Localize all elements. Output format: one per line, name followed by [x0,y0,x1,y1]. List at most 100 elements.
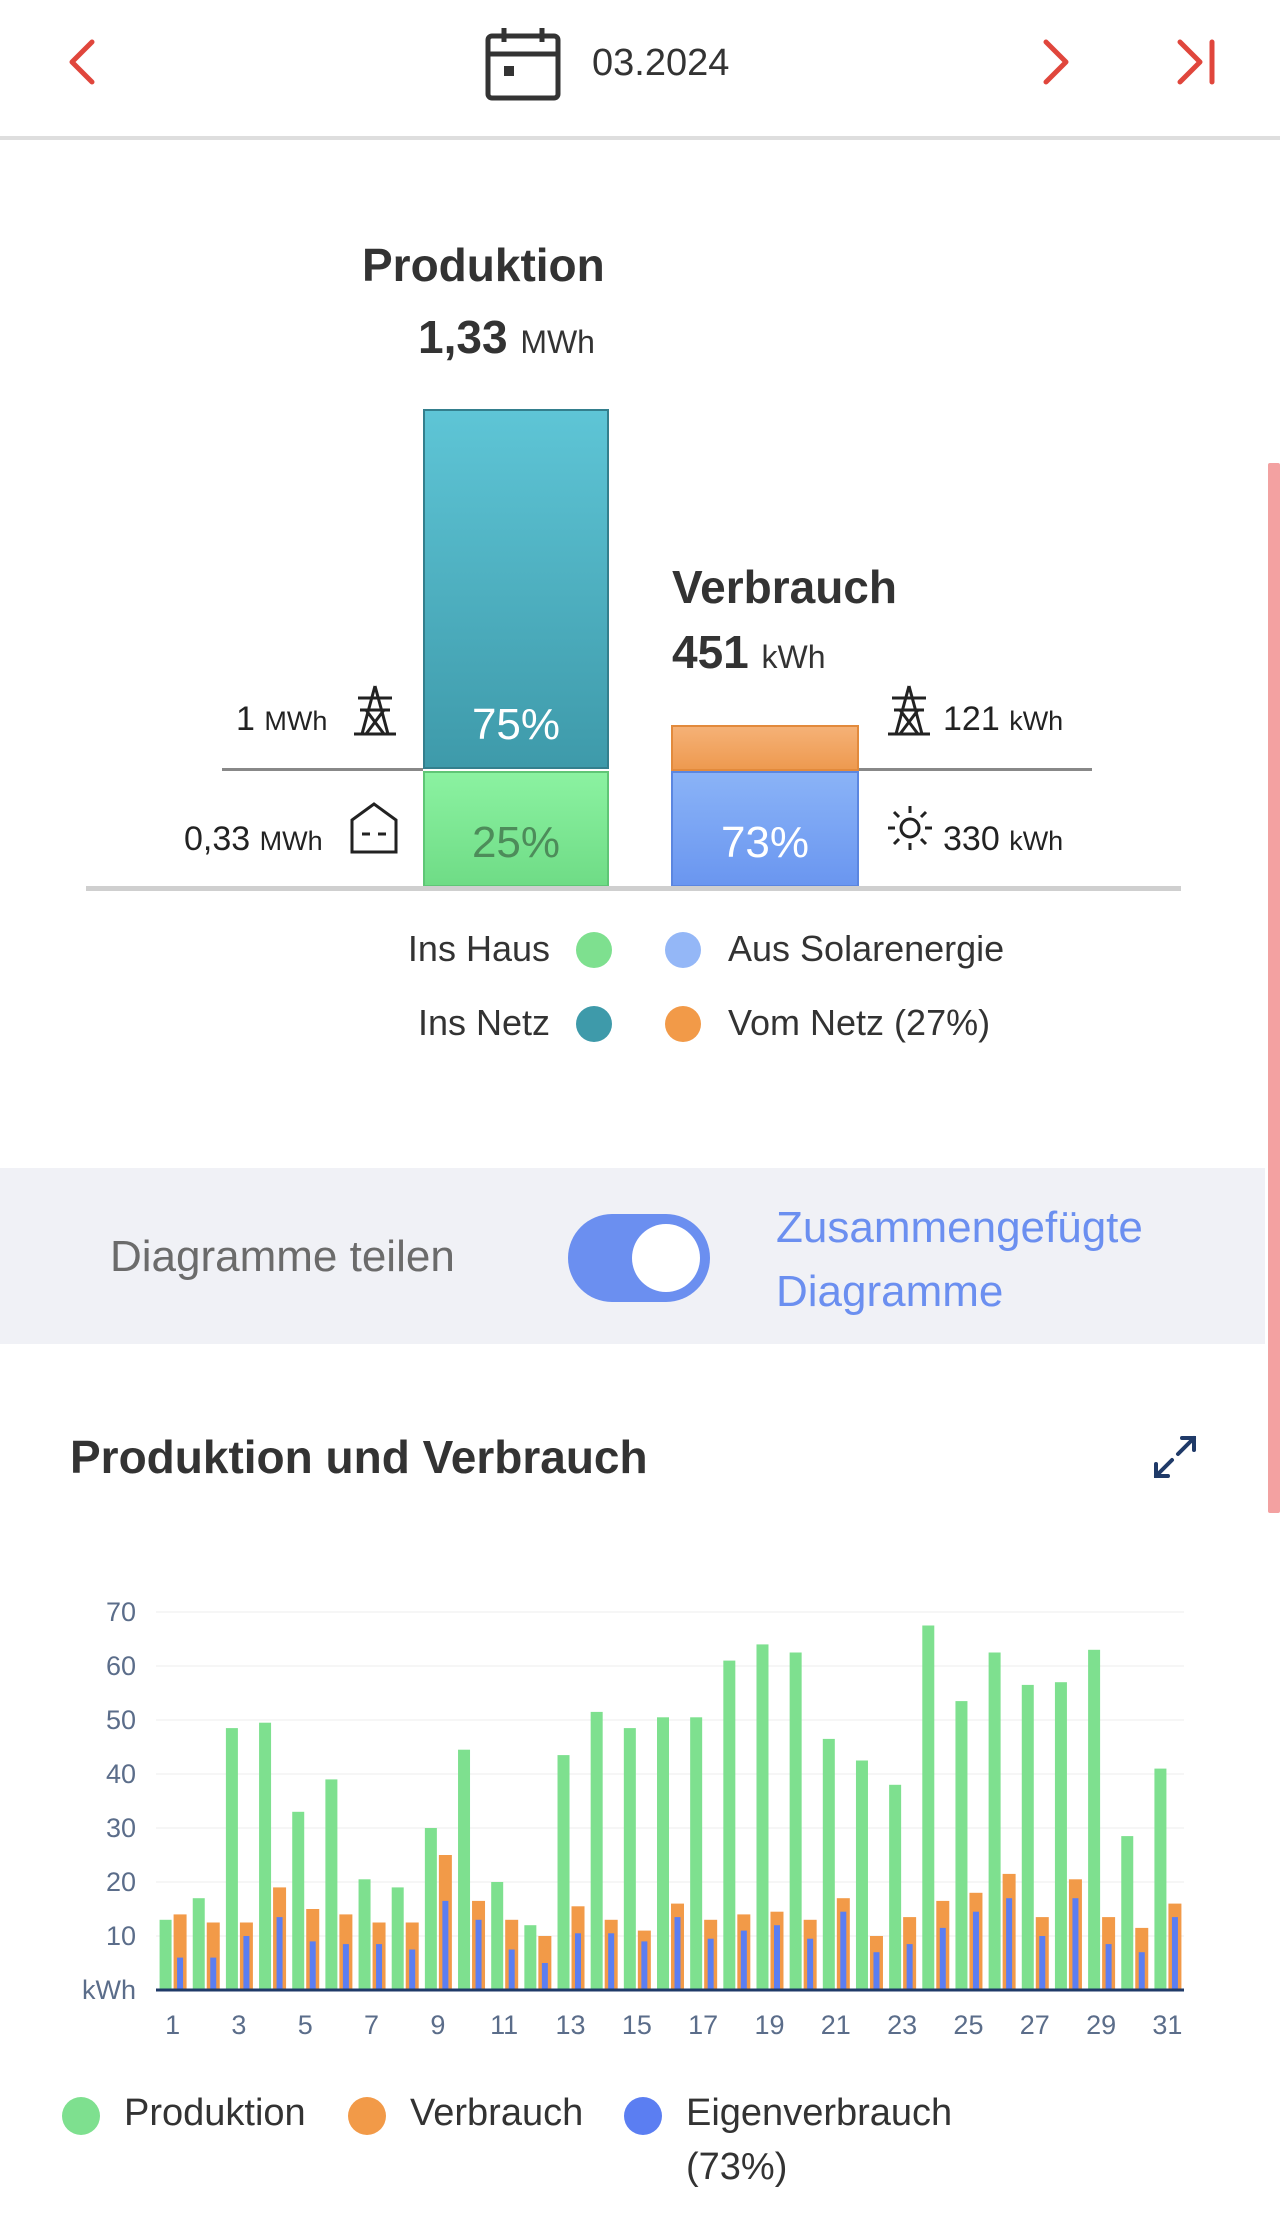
consumption-title: Verbrauch [672,561,897,613]
consumption-grid-number: 121 [943,700,1000,738]
consumption-grid-value: 121 kWh [943,700,1063,739]
bar-eigenverbrauch [972,1911,979,1990]
bar-produktion [524,1925,537,1990]
y-tick-label: 10 [106,1921,136,1951]
consumption-solar-unit: kWh [1009,826,1064,856]
chevron-left-icon[interactable] [62,34,102,99]
bar-eigenverbrauch [243,1936,250,1990]
bar-produktion [657,1717,669,1990]
bar-eigenverbrauch [376,1944,383,1990]
bar-produktion [1021,1684,1034,1990]
merged-diagrams-label[interactable]: Zusammengefügte Diagramme [776,1196,1143,1324]
bar-produktion [889,1784,902,1990]
bar-produktion [590,1711,603,1990]
bar-eigenverbrauch [906,1944,913,1990]
bar-produktion [259,1722,272,1990]
bar-eigenverbrauch [210,1957,217,1990]
bar-eigenverbrauch [309,1941,316,1990]
split-diagrams-label: Diagramme teilen [110,1232,455,1281]
legend-vom-netz: Vom Netz (27%) [728,1002,991,1043]
bar-produktion [391,1887,404,1990]
y-tick-label: 50 [106,1705,136,1735]
x-tick-label: 27 [1020,2010,1050,2040]
scrollbar[interactable] [1268,463,1280,1513]
merged-diagrams-line2: Diagramme [776,1267,1004,1316]
y-axis-label: kWh [82,1975,136,2005]
x-tick-label: 11 [490,2010,518,2040]
y-tick-label: 30 [106,1813,136,1843]
bar-eigenverbrauch [1006,1898,1013,1990]
bar-eigenverbrauch [1105,1944,1112,1990]
chevron-right-icon[interactable] [1036,34,1076,95]
bar-verbrauch [173,1914,187,1990]
legend-eigenverbrauch-pct: (73%) [686,2146,788,2188]
bar-produktion [1054,1682,1067,1990]
consumption-number: 451 [672,626,749,678]
bar-eigenverbrauch [674,1917,681,1990]
bar-produktion [458,1749,471,1990]
bar-verbrauch [206,1922,220,1990]
x-tick-label: 5 [298,2010,313,2040]
bar-eigenverbrauch [575,1933,582,1990]
legend-dot-ins-netz [576,1006,612,1042]
production-house-unit: MWh [259,826,323,856]
bar-produktion [225,1728,238,1990]
bar-produktion [822,1738,835,1990]
bar-eigenverbrauch [939,1927,946,1990]
x-tick-label: 29 [1086,2010,1116,2040]
consumption-solar-number: 330 [943,820,1000,858]
x-tick-label: 17 [688,2010,718,2040]
bar-produktion [756,1644,769,1990]
x-tick-label: 7 [364,2010,379,2040]
x-tick-label: 19 [754,2010,784,2040]
bar-produktion [1154,1768,1167,1990]
consumption-solar-pct: 73% [720,818,810,867]
legend-eigenverbrauch: Eigenverbrauch [686,2092,953,2134]
diagram-toggle-switch[interactable] [568,1214,710,1302]
y-tick-label: 60 [106,1651,136,1681]
expand-icon[interactable] [1150,1432,1200,1487]
merged-diagrams-line1: Zusammengefügte [776,1203,1143,1252]
bar-produktion [557,1755,570,1990]
bar-eigenverbrauch [1138,1952,1145,1990]
divider-line [222,768,423,771]
bar-produktion [922,1625,935,1990]
x-tick-label: 3 [231,2010,246,2040]
legend-dot-ins-haus [576,932,612,968]
bar-produktion [723,1660,736,1990]
y-tick-label: 70 [106,1597,136,1627]
bar-eigenverbrauch [807,1938,814,1990]
bar-eigenverbrauch [409,1949,416,1990]
y-tick-label: 40 [106,1759,136,1789]
power-pylon-icon [350,682,400,743]
bar-eigenverbrauch [177,1957,184,1990]
diagram-toggle-band: Diagramme teilen Zusammengefügte Diagram… [0,1168,1265,1344]
calendar-icon[interactable] [484,24,564,109]
bar-eigenverbrauch [707,1938,714,1990]
bar-eigenverbrauch [442,1900,449,1990]
house-icon [348,800,400,861]
sun-icon [884,802,936,859]
toggle-knob [632,1224,700,1292]
production-number: 1,33 [418,311,508,363]
bar-eigenverbrauch [840,1911,847,1990]
chart-title: Produktion und Verbrauch [70,1431,648,1483]
production-house-number: 0,33 [184,820,251,858]
production-value: 1,33 MWh [418,310,595,364]
consumption-unit: kWh [761,639,826,675]
date-label[interactable]: 03.2024 [592,42,730,84]
legend-dot-aus-solar [665,932,701,968]
production-unit: MWh [520,324,595,360]
x-tick-label: 13 [555,2010,585,2040]
bar-produktion [690,1717,703,1990]
bar-eigenverbrauch [342,1944,349,1990]
skip-to-end-icon[interactable] [1172,34,1222,95]
x-tick-label: 31 [1152,2010,1182,2040]
bar-eigenverbrauch [773,1925,780,1990]
bar-eigenverbrauch [541,1963,548,1990]
consumption-value: 451 kWh [672,625,826,679]
bar-eigenverbrauch [475,1919,482,1990]
x-tick-label: 21 [821,2010,851,2040]
x-tick-label: 25 [953,2010,983,2040]
